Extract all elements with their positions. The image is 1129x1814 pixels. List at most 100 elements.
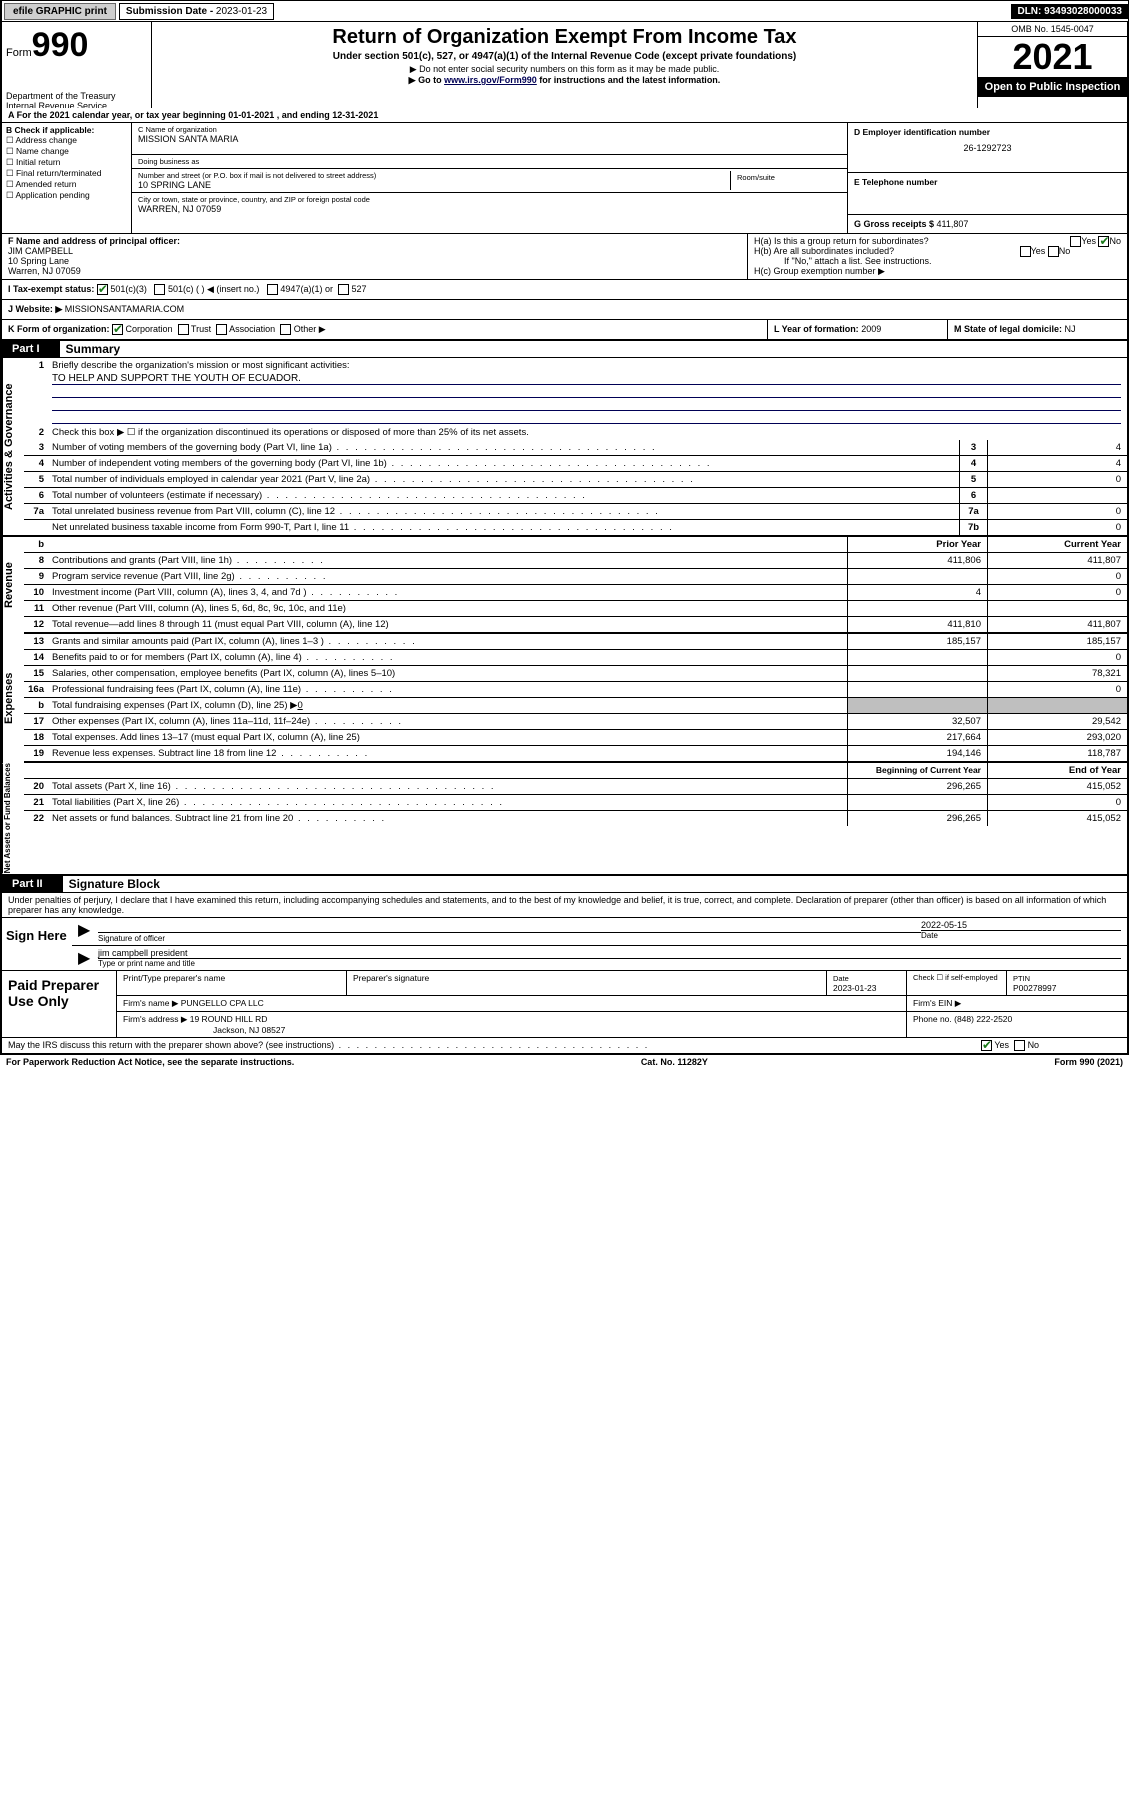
chk-amended-return[interactable]: Amended return (6, 179, 127, 190)
c9: 0 (987, 569, 1127, 584)
h-block: H(a) Is this a group return for subordin… (747, 234, 1127, 279)
c16a: 0 (987, 682, 1127, 697)
subtitle-2: ▶ Do not enter social security numbers o… (158, 64, 971, 75)
efile-print-button[interactable]: efile GRAPHIC print (4, 3, 116, 20)
c10: 0 (987, 585, 1127, 600)
dba-cell: Doing business as (132, 155, 847, 169)
grey (987, 698, 1127, 713)
col-degh-right: D Employer identification number 26-1292… (847, 123, 1127, 233)
l6: Total number of volunteers (estimate if … (48, 488, 959, 503)
c19: 118,787 (987, 746, 1127, 761)
v6 (987, 488, 1127, 503)
state-domicile: NJ (1065, 324, 1076, 334)
discuss-no[interactable] (1014, 1040, 1025, 1051)
street: 10 SPRING LANE (138, 180, 730, 190)
chk-address-change[interactable]: Address change (6, 135, 127, 146)
l14: Benefits paid to or for members (Part IX… (48, 650, 847, 665)
prep-h1: Print/Type preparer's name (117, 971, 347, 995)
city-cell: City or town, state or province, country… (132, 193, 847, 216)
chk-initial-return[interactable]: Initial return (6, 157, 127, 168)
firm-phone: Phone no. (848) 222-2520 (907, 1012, 1127, 1037)
open-inspection: Open to Public Inspection (978, 77, 1127, 97)
gross-receipts-cell: G Gross receipts $ 411,807 (848, 215, 1127, 233)
l16a: Professional fundraising fees (Part IX, … (48, 682, 847, 697)
city: WARREN, NJ 07059 (138, 204, 841, 214)
page-footer: For Paperwork Reduction Act Notice, see … (0, 1055, 1129, 1069)
c11 (987, 601, 1127, 616)
ha-yes[interactable] (1070, 236, 1081, 247)
v4: 4 (987, 456, 1127, 471)
hb-yes[interactable] (1020, 246, 1031, 257)
row-a-tax-year: A For the 2021 calendar year, or tax yea… (0, 108, 1129, 123)
chk-other[interactable] (280, 324, 291, 335)
l18: Total expenses. Add lines 13–17 (must eq… (48, 730, 847, 745)
chk-501c3[interactable] (97, 284, 108, 295)
block-fh: F Name and address of principal officer:… (0, 234, 1129, 280)
c14: 0 (987, 650, 1127, 665)
l22: Net assets or fund balances. Subtract li… (48, 811, 847, 826)
top-bar: efile GRAPHIC print Submission Date - 20… (0, 0, 1129, 22)
v7b: 0 (987, 520, 1127, 535)
l10: Investment income (Part VIII, column (A)… (48, 585, 847, 600)
footer-left: For Paperwork Reduction Act Notice, see … (6, 1057, 294, 1067)
section-expenses: Expenses 13Grants and similar amounts pa… (0, 634, 1129, 763)
irs-link[interactable]: www.irs.gov/Form990 (444, 75, 537, 85)
l1-label: Briefly describe the organization's miss… (48, 358, 1127, 373)
tax-year: 2021 (978, 37, 1127, 77)
chk-application-pending[interactable]: Application pending (6, 190, 127, 201)
l20: Total assets (Part X, line 16) (48, 779, 847, 794)
ha-no[interactable] (1098, 236, 1109, 247)
hb-no[interactable] (1048, 246, 1059, 257)
dept-label: Department of the Treasury (6, 91, 147, 101)
p13: 185,157 (847, 634, 987, 649)
p18: 217,664 (847, 730, 987, 745)
row-i: I Tax-exempt status: 501(c)(3) 501(c) ( … (0, 280, 1129, 300)
prep-selfemp: Check ☐ if self-employed (907, 971, 1007, 995)
subtitle-1: Under section 501(c), 527, or 4947(a)(1)… (158, 51, 971, 62)
vtab-expenses: Expenses (2, 634, 24, 763)
l3: Number of voting members of the governin… (48, 440, 959, 455)
officer-cell: F Name and address of principal officer:… (2, 234, 747, 279)
chk-527[interactable] (338, 284, 349, 295)
date-label: Date (921, 930, 1121, 940)
street-cell: Number and street (or P.O. box if mail i… (132, 169, 847, 193)
ein-value: 26-1292723 (854, 143, 1121, 153)
chk-501c[interactable] (154, 284, 165, 295)
section-activities: Activities & Governance 1Briefly describ… (0, 358, 1129, 537)
p14 (847, 650, 987, 665)
form-header: Form990 Department of the Treasury Inter… (0, 22, 1129, 117)
l12: Total revenue—add lines 8 through 11 (mu… (48, 617, 847, 632)
p15 (847, 666, 987, 681)
chk-name-change[interactable]: Name change (6, 146, 127, 157)
chk-assoc[interactable] (216, 324, 227, 335)
grey (847, 698, 987, 713)
officer-sig-name: jim campbell president (98, 948, 1121, 958)
l8: Contributions and grants (Part VIII, lin… (48, 553, 847, 568)
part2-title: Signature Block (63, 877, 160, 891)
vtab-netassets: Net Assets or Fund Balances (2, 763, 24, 873)
firm-ein: Firm's EIN ▶ (907, 996, 1127, 1011)
discuss-yes[interactable] (981, 1040, 992, 1051)
footer-mid: Cat. No. 11282Y (641, 1057, 708, 1067)
h-a: H(a) Is this a group return for subordin… (754, 236, 1121, 246)
chk-4947[interactable] (267, 284, 278, 295)
l9: Program service revenue (Part VIII, line… (48, 569, 847, 584)
sig-line-1: ▶ Signature of officer 2022-05-15 Date (72, 918, 1127, 946)
gross-receipts: 411,807 (937, 219, 969, 229)
form-title: Return of Organization Exempt From Incom… (158, 26, 971, 49)
vtab-activities: Activities & Governance (2, 358, 24, 535)
uline (52, 399, 1121, 411)
e20: 415,052 (987, 779, 1127, 794)
uline (52, 412, 1121, 424)
part2-bar: Part II (2, 876, 63, 892)
dln: DLN: 93493028000033 (1011, 4, 1128, 19)
hdr-curr: Current Year (987, 537, 1127, 552)
chk-final-return[interactable]: Final return/terminated (6, 168, 127, 179)
chk-corp[interactable] (112, 324, 123, 335)
discuss-text: May the IRS discuss this return with the… (8, 1040, 981, 1051)
p8: 411,806 (847, 553, 987, 568)
chk-trust[interactable] (178, 324, 189, 335)
l7a: Total unrelated business revenue from Pa… (48, 504, 959, 519)
org-name-cell: C Name of organization MISSION SANTA MAR… (132, 123, 847, 155)
c13: 185,157 (987, 634, 1127, 649)
